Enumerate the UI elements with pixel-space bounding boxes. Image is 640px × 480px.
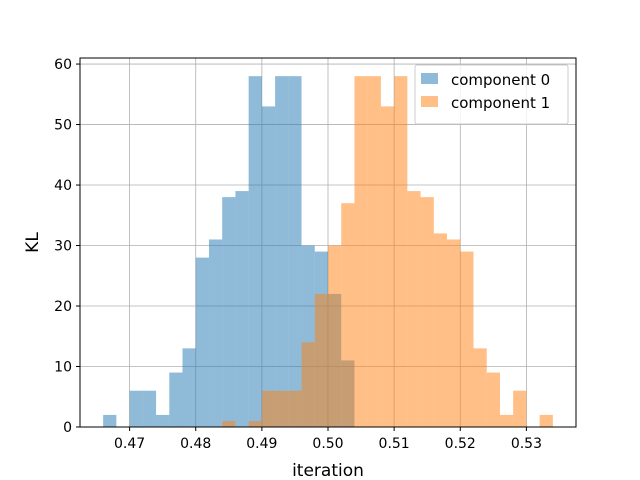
histogram-bar-component-0 [129,390,143,427]
histogram-bar-component-0 [288,76,302,428]
y-tick-label: 10 [54,360,72,376]
bars [103,76,553,428]
legend-label-component-1: component 1 [451,94,550,112]
histogram-bar-component-1 [513,390,527,427]
x-tick-label: 0.49 [246,436,277,452]
x-tick-label: 0.48 [180,436,211,452]
x-tick-label: 0.50 [312,436,343,452]
y-tick-label: 60 [54,57,72,73]
histogram-bar-component-1 [328,245,342,427]
histogram-bar-component-1 [222,420,236,427]
histogram-bar-component-1 [499,414,514,427]
histogram-bar-component-1 [275,390,289,427]
histogram-bar-component-0 [235,191,249,427]
x-tick-label: 0.52 [445,436,476,452]
x-tick-label: 0.53 [511,436,542,452]
histogram-bar-component-0 [169,372,183,427]
histogram-bar-component-1 [447,239,461,427]
histogram-bar-component-1 [354,76,368,428]
y-axis-label: KL [23,232,43,253]
histogram-bar-component-0 [222,197,236,427]
histogram-bar-component-0 [195,257,209,427]
x-axis-label: iteration [292,461,364,480]
histogram-bar-component-1 [539,414,553,427]
histogram-bar-component-0 [248,76,262,428]
histogram-bar-component-1 [261,390,276,427]
histogram-bar-component-1 [486,372,500,427]
histogram-bar-component-0 [275,76,289,428]
histogram-bar-component-1 [341,203,355,427]
histogram-bar-component-1 [407,191,421,427]
histogram-bar-component-1 [301,342,315,427]
histogram-bar-component-1 [433,233,448,427]
y-tick-label: 50 [54,118,72,134]
histogram-bar-component-0 [103,414,117,427]
y-tick-label: 20 [54,299,72,315]
histogram-bar-component-1 [314,293,328,427]
y-tick-label: 40 [54,178,72,194]
legend-box [414,64,569,125]
histogram-bar-component-1 [380,106,395,428]
histogram-bar-component-1 [473,348,487,427]
ticks: 0.47 0.48 0.49 0.50 0.51 0.52 0.53 0 10 20 30 40 50 6… [54,57,542,452]
legend-swatch-component-0 [421,73,438,84]
histogram-bar-component-0 [142,390,157,427]
histogram-bar-component-0 [261,106,276,428]
y-tick-label: 30 [54,239,72,255]
histogram-bar-component-0 [156,414,170,427]
histogram-bar-component-0 [208,239,223,427]
y-tick-label: 0 [63,420,72,436]
legend: component 0 component 1 [414,64,569,125]
histogram-bar-component-0 [182,348,196,427]
histogram-bar-component-1 [394,76,408,428]
histogram-bar-component-1 [460,251,474,427]
x-tick-label: 0.47 [114,436,145,452]
legend-swatch-component-1 [421,96,438,107]
histogram-bar-component-1 [248,420,262,427]
histogram-bar-component-1 [420,197,434,427]
histogram-bar-component-1 [367,76,381,428]
legend-label-component-0: component 0 [451,71,550,89]
x-tick-label: 0.51 [379,436,410,452]
histogram-bar-component-1 [288,390,302,427]
